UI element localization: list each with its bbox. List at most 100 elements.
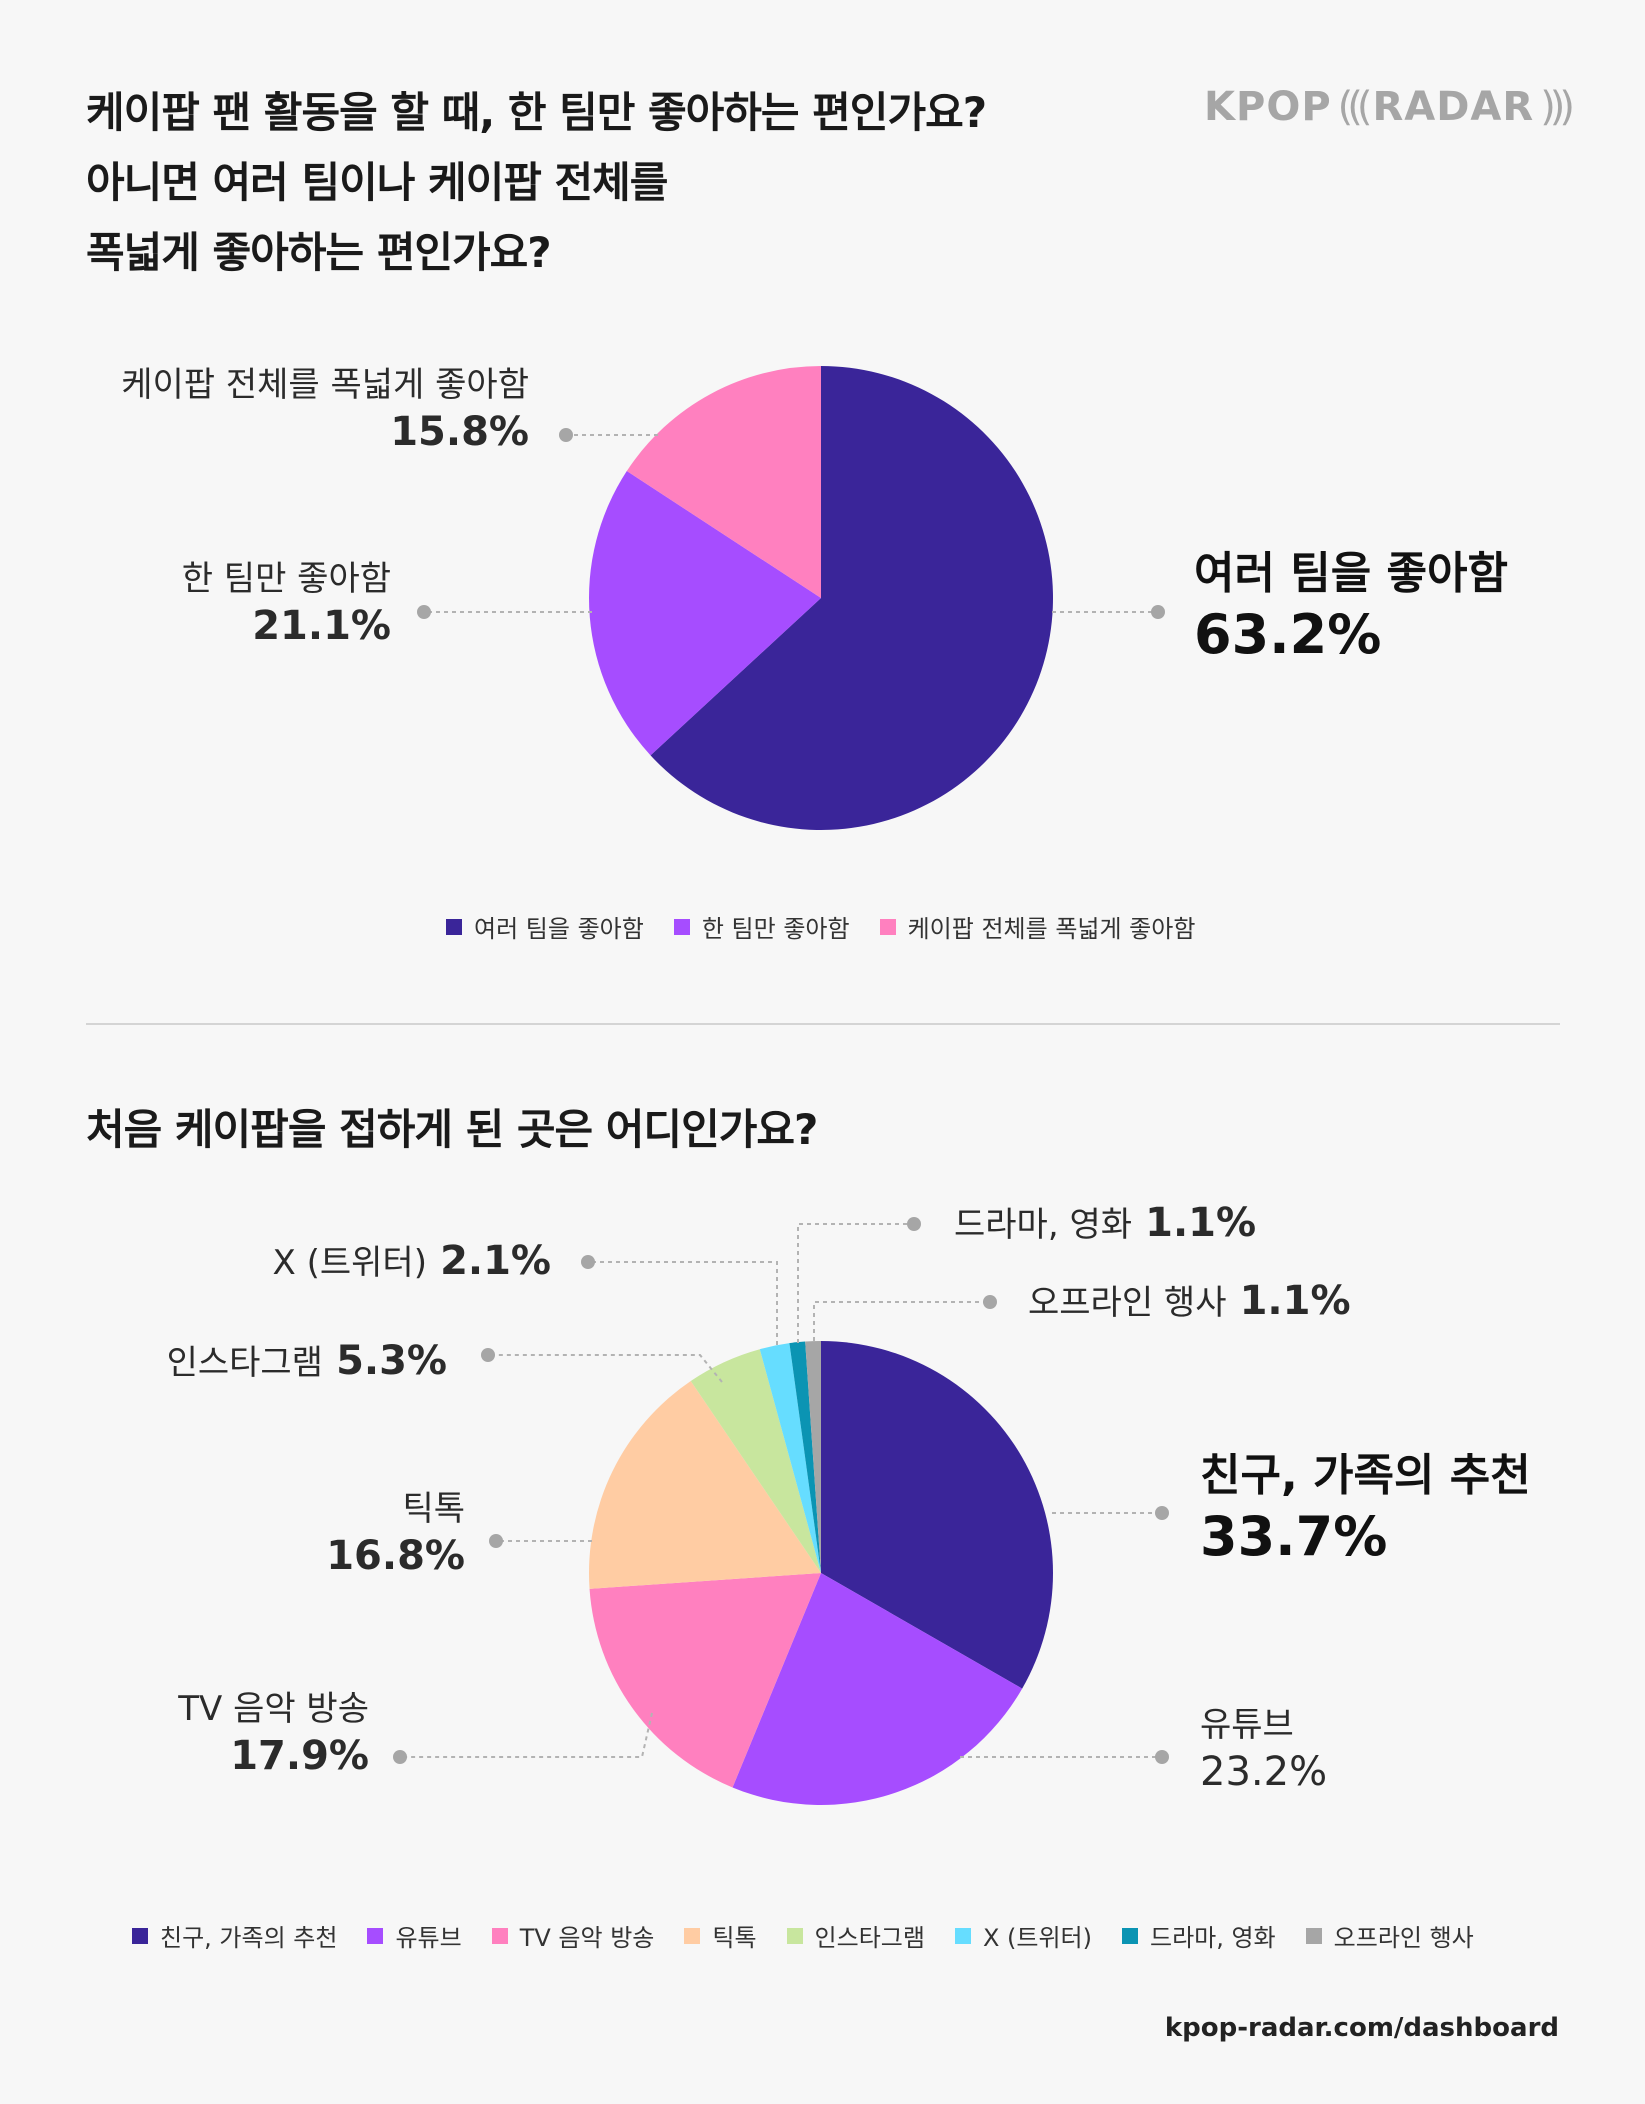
chart2-slice: [732, 1573, 1023, 1805]
chart2-label-drama-value: 1.1%: [1145, 1200, 1257, 1246]
chart1-legend-swatch: [879, 918, 896, 935]
chart2-leader-dot: [393, 1750, 407, 1764]
chart2-label-instagram: 인스타그램 5.3%: [167, 1336, 447, 1386]
chart2-legend: 친구, 가족의 추천 유튜브 TV 음악 방송 틱톡 인스타그램 X (트위터)…: [132, 1918, 1474, 1953]
chart2-legend-swatch: [1305, 1927, 1322, 1944]
chart2-leader-dot: [581, 1255, 595, 1269]
chart2-slice: [588, 1381, 821, 1589]
chart2-label-x-name: X (트위터): [272, 1243, 427, 1283]
chart2-label-drama: 드라마, 영화 1.1%: [954, 1198, 1256, 1248]
chart2-label-instagram-name: 인스타그램: [166, 1343, 323, 1383]
chart2-legend-swatch: [1121, 1927, 1138, 1944]
chart2-legend-item: 인스타그램: [786, 1918, 925, 1953]
chart2-legend-label: 유튜브: [395, 1924, 462, 1952]
chart1-legend: 여러 팀을 좋아함 한 팀만 좋아함 케이팝 전체를 폭넓게 좋아함: [446, 909, 1195, 944]
chart2-label-x-value: 2.1%: [440, 1238, 551, 1284]
chart2-legend-swatch: [491, 1927, 508, 1944]
chart2-legend-label: 친구, 가족의 추천: [160, 1924, 338, 1952]
chart2-legend-swatch: [684, 1927, 701, 1944]
chart1-label-many-teams-name: 여러 팀을 좋아함: [1194, 548, 1508, 599]
chart1-label-one-team: 한 팀만 좋아함 21.1%: [182, 558, 391, 651]
chart1-legend-item: 여러 팀을 좋아함: [446, 909, 644, 944]
chart2-label-tv: TV 음악 방송 17.9%: [178, 1688, 369, 1781]
chart2-leader-dot: [481, 1348, 495, 1362]
chart2-leader-line: [797, 1223, 914, 1343]
chart2-slice: [759, 1343, 821, 1573]
chart2-leader-dot: [1155, 1750, 1169, 1764]
chart1-slice: [589, 471, 821, 756]
chart2-label-tv-name: TV 음악 방송: [178, 1689, 369, 1729]
chart2-legend-item: 틱톡: [684, 1918, 757, 1953]
chart1-legend-label: 케이팝 전체를 폭넓게 좋아함: [907, 915, 1196, 943]
chart2-legend-label: 오프라인 행사: [1333, 1924, 1474, 1952]
chart2-leader-line: [488, 1354, 723, 1383]
chart2-legend-item: 드라마, 영화: [1121, 1918, 1276, 1953]
chart1-legend-label: 여러 팀을 좋아함: [474, 915, 644, 943]
chart2-label-youtube: 유튜브 23.2%: [1200, 1704, 1327, 1797]
chart2-label-tv-value: 17.9%: [230, 1732, 369, 1779]
question-2-title: 처음 케이팝을 접하게 된 곳은 어디인가요?: [86, 1105, 818, 1154]
chart1-label-broad-name: 케이팝 전체를 폭넓게 좋아함: [121, 365, 529, 405]
chart1-label-many-teams: 여러 팀을 좋아함 63.2%: [1194, 546, 1508, 669]
chart1-label-many-teams-value: 63.2%: [1194, 603, 1382, 666]
chart2-legend-item: 유튜브: [367, 1918, 462, 1953]
logo-text-radar: RADAR: [1372, 84, 1535, 130]
chart2-legend-item: 오프라인 행사: [1305, 1918, 1474, 1953]
chart2-legend-swatch: [132, 1927, 148, 1944]
chart2-label-drama-name: 드라마, 영화: [954, 1205, 1133, 1245]
question-1-title: 케이팝 팬 활동을 할 때, 한 팀만 좋아하는 편인가요? 아니면 여러 팀이…: [86, 88, 987, 277]
chart1-legend-swatch: [446, 918, 462, 935]
chart2-slice: [589, 1573, 821, 1788]
chart2-legend-item: X (트위터): [954, 1918, 1092, 1953]
chart2-leader-line: [588, 1261, 778, 1345]
dashboard-url: kpop-radar.com/dashboard: [1164, 2013, 1559, 2043]
chart1-label-one-team-value: 21.1%: [252, 602, 391, 649]
chart2-leader-dot: [1155, 1506, 1169, 1520]
chart2-label-friends-name: 친구, 가족의 추천: [1200, 1450, 1531, 1501]
section-divider: [86, 1023, 1560, 1025]
chart1-slice: [626, 366, 821, 598]
chart1-label-broad-value: 15.8%: [390, 408, 529, 455]
chart2-leader-line: [813, 1301, 990, 1341]
chart2-legend-label: TV 음악 방송: [519, 1924, 655, 1952]
chart1-legend-label: 한 팀만 좋아함: [701, 915, 850, 943]
chart2-legend-swatch: [954, 1927, 971, 1944]
chart1-slice: [650, 365, 1053, 830]
logo-text-kpop: KPOP: [1204, 84, 1332, 130]
chart2-legend-label: 인스타그램: [814, 1924, 925, 1952]
chart2-leader-dot: [489, 1534, 503, 1548]
chart1-legend-swatch: [673, 918, 690, 935]
chart2-legend-swatch: [367, 1927, 384, 1944]
chart2-label-youtube-value: 23.2%: [1200, 1748, 1328, 1795]
chart2-label-tiktok-name: 틱톡: [402, 1489, 465, 1529]
chart2-label-instagram-value: 5.3%: [336, 1338, 447, 1384]
chart1-legend-item: 케이팝 전체를 폭넓게 좋아함: [879, 909, 1196, 944]
chart1-legend-item: 한 팀만 좋아함: [673, 909, 850, 944]
chart2-label-friends-value: 33.7%: [1200, 1505, 1388, 1568]
chart1-leader-dot: [559, 428, 573, 442]
chart2-slice: [805, 1341, 821, 1573]
chart2-label-youtube-name: 유튜브: [1200, 1705, 1294, 1745]
chart2-slice: [821, 1341, 1053, 1689]
chart1-leader-dot: [417, 605, 431, 619]
chart2-legend-label: 드라마, 영화: [1149, 1924, 1276, 1952]
chart2-legend-label: 틱톡: [712, 1924, 757, 1952]
chart2-legend-label: X (트위터): [982, 1924, 1092, 1952]
chart2-label-x: X (트위터) 2.1%: [273, 1236, 552, 1286]
chart2-slice: [690, 1349, 821, 1573]
chart1-label-broad: 케이팝 전체를 폭넓게 좋아함 15.8%: [121, 364, 529, 457]
chart2-leader-line: [400, 1712, 653, 1758]
chart2-label-offline: 오프라인 행사 1.1%: [1028, 1276, 1351, 1326]
chart2-legend-item: TV 음악 방송: [491, 1918, 655, 1953]
kpop-radar-logo: KPOP ((( RADAR ))): [1204, 84, 1575, 130]
chart2-label-tiktok-value: 16.8%: [326, 1532, 465, 1579]
chart1-leader-dot: [1151, 605, 1165, 619]
chart2-legend-swatch: [786, 1927, 803, 1944]
chart2-leader-dot: [907, 1217, 921, 1231]
chart2-legend-item: 친구, 가족의 추천: [132, 1918, 337, 1953]
chart2-leader-dot: [983, 1295, 997, 1309]
chart2-label-tiktok: 틱톡 16.8%: [326, 1488, 465, 1581]
chart2-slice: [789, 1341, 821, 1573]
chart1-label-one-team-name: 한 팀만 좋아함: [181, 559, 391, 599]
